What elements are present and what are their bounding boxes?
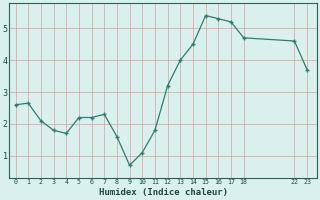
X-axis label: Humidex (Indice chaleur): Humidex (Indice chaleur) xyxy=(99,188,228,197)
